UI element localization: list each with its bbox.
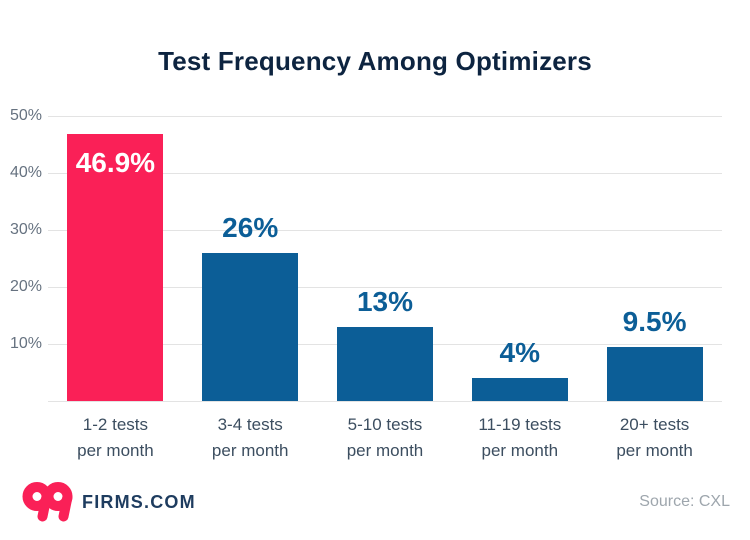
- gridline-40%: [48, 173, 722, 174]
- bar-3: [336, 326, 433, 401]
- brand-logo: FIRMS.COM: [22, 482, 196, 522]
- footer: FIRMS.COM Source: CXL: [22, 481, 730, 523]
- plot-area: 46.9% 26% 13% 4% 9.5%: [48, 116, 722, 402]
- chart-title: Test Frequency Among Optimizers: [158, 46, 592, 76]
- gridline-30%: [48, 230, 722, 231]
- x-tick-label: 3-4 tests per month: [211, 415, 289, 460]
- value-label: 26%: [222, 211, 279, 243]
- bar-column: 4%: [452, 116, 587, 401]
- y-tick-label: 40%: [9, 164, 42, 181]
- value-label: 46.9%: [75, 146, 156, 178]
- y-tick-label: 30%: [9, 221, 42, 238]
- gridline-20%: [48, 287, 722, 288]
- bar-2: [202, 252, 299, 401]
- value-label: 13%: [356, 285, 414, 317]
- value-label: 4%: [499, 337, 541, 369]
- logo-text: FIRMS.COM: [82, 491, 196, 512]
- x-tick-label: 11-19 tests per month: [478, 415, 562, 460]
- bar-4: [471, 378, 568, 401]
- x-tick-label: 20+ tests per month: [616, 415, 693, 460]
- bar-column: 46.9%: [48, 116, 183, 401]
- bar-1: [67, 133, 164, 401]
- gridline-50%: [48, 116, 722, 117]
- x-tick-label: 5-10 tests per month: [346, 415, 424, 460]
- y-tick-label: 10%: [9, 335, 42, 352]
- bar-column: 9.5%: [587, 116, 722, 401]
- y-tick-label: 50%: [9, 107, 42, 124]
- y-axis: 50% 40% 30% 20% 10%: [0, 107, 44, 401]
- x-tick-label: 1-2 tests per month: [77, 415, 154, 460]
- bar-5: [606, 346, 703, 401]
- baseline: [48, 401, 722, 402]
- bar-column: 26%: [183, 116, 318, 401]
- source-text: Source: CXL: [639, 493, 730, 510]
- x-axis: 1-2 tests per month 3-4 tests per month 5-…: [48, 412, 722, 464]
- logo-99-icon: [22, 482, 73, 522]
- y-tick-label: 20%: [9, 278, 42, 295]
- bars: 46.9% 26% 13% 4% 9.5%: [48, 116, 722, 401]
- value-label: 9.5%: [622, 305, 687, 337]
- bar-column: 13%: [318, 116, 453, 401]
